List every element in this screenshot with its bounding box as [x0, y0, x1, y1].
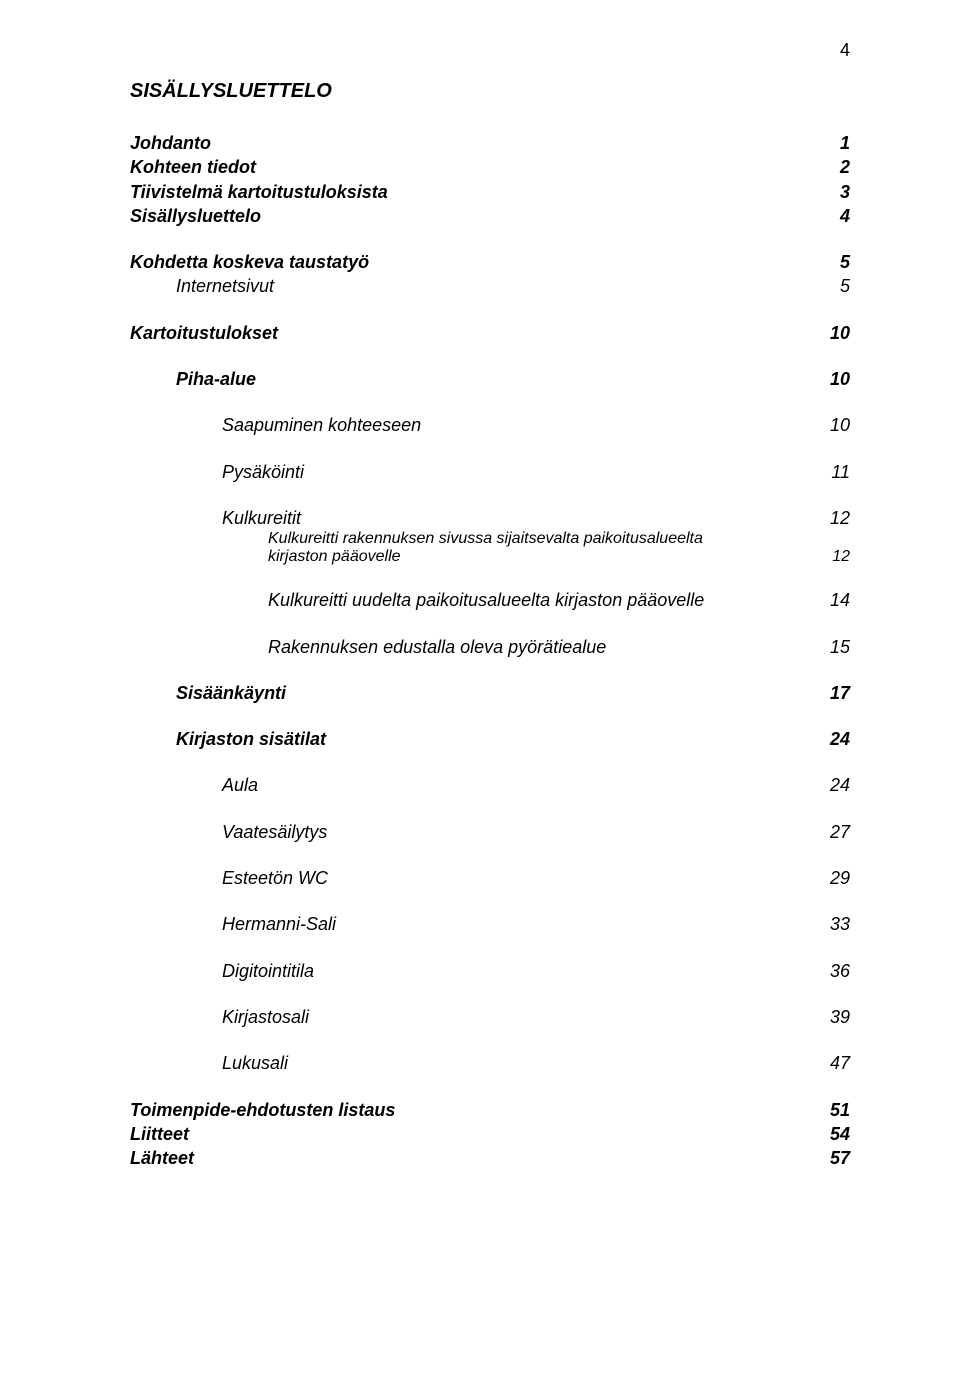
toc-page: 51: [820, 1098, 850, 1122]
toc-page: 10: [820, 321, 850, 345]
toc-label: Kohdetta koskeva taustatyö: [130, 250, 820, 274]
toc-entry-esteeton-wc: Esteetön WC 29: [222, 866, 850, 890]
toc-page: 5: [820, 274, 850, 298]
toc-entry-kulkureitit: Kulkureitit 12: [222, 506, 850, 530]
toc-label: Sisällysluettelo: [130, 204, 820, 228]
toc-entry-tiivistelma: Tiivistelmä kartoitustuloksista 3: [130, 180, 850, 204]
toc-entry-hermanni-sali: Hermanni-Sali 33: [222, 912, 850, 936]
toc-page: 15: [820, 635, 850, 659]
toc-entry-piha-alue: Piha-alue 10: [176, 367, 850, 391]
toc-page: 14: [820, 588, 850, 612]
toc-label: Rakennuksen edustalla oleva pyörätiealue: [268, 635, 820, 659]
toc-page: 5: [820, 250, 850, 274]
toc-entry-digitointitila: Digitointitila 36: [222, 959, 850, 983]
toc-page: 36: [820, 959, 850, 983]
toc-label: Esteetön WC: [222, 866, 820, 890]
toc-page: 39: [820, 1005, 850, 1029]
toc-entry-kartoitustulokset: Kartoitustulokset 10: [130, 321, 850, 345]
toc-label: Toimenpide-ehdotusten listaus: [130, 1098, 820, 1122]
document-page: 4 SISÄLLYSLUETTELO Johdanto 1 Kohteen ti…: [0, 0, 960, 1379]
toc-label: Lukusali: [222, 1051, 820, 1075]
toc-page: 1: [820, 131, 850, 155]
toc-entry-kulkureitti-rakennuksen: Kulkureitti rakennuksen sivussa sijaitse…: [268, 530, 850, 566]
toc-page: 10: [820, 367, 850, 391]
toc-entry-rakennuksen-edustalla: Rakennuksen edustalla oleva pyörätiealue…: [268, 635, 850, 659]
toc-label: Digitointitila: [222, 959, 820, 983]
toc-label: Kulkureitti uudelta paikoitusalueelta ki…: [268, 588, 820, 612]
toc-entry-kirjastosali: Kirjastosali 39: [222, 1005, 850, 1029]
toc-title: SISÄLLYSLUETTELO: [130, 80, 850, 103]
toc-label: Kartoitustulokset: [130, 321, 820, 345]
toc-label: Internetsivut: [176, 274, 820, 298]
toc-label: Kirjastosali: [222, 1005, 820, 1029]
toc-entry-sisaankaynti: Sisäänkäynti 17: [176, 681, 850, 705]
toc-entry-pysakointi: Pysäköinti 11: [222, 460, 850, 484]
toc-page: 47: [820, 1051, 850, 1075]
page-number: 4: [840, 40, 850, 61]
toc-page: 2: [820, 155, 850, 179]
toc-page: 4: [820, 204, 850, 228]
toc-label: Kulkureitit: [222, 506, 820, 530]
toc-label: Tiivistelmä kartoitustuloksista: [130, 180, 820, 204]
toc-entry-liitteet: Liitteet 54: [130, 1122, 850, 1146]
toc-page: 27: [820, 820, 850, 844]
toc-page: 10: [820, 413, 850, 437]
toc-label: Kulkureitti rakennuksen sivussa sijaitse…: [268, 530, 717, 547]
toc-label: Aula: [222, 773, 820, 797]
toc-page: 33: [820, 912, 850, 936]
toc-label: Piha-alue: [176, 367, 820, 391]
toc-entry-lukusali: Lukusali 47: [222, 1051, 850, 1075]
toc-label: Liitteet: [130, 1122, 820, 1146]
toc-entry-lahteet: Lähteet 57: [130, 1146, 850, 1170]
toc-label: Saapuminen kohteeseen: [222, 413, 820, 437]
toc-page: 57: [820, 1146, 850, 1170]
toc-label: Johdanto: [130, 131, 820, 155]
toc-page: 24: [820, 727, 850, 751]
toc-label: Vaatesäilytys: [222, 820, 820, 844]
toc-page: 11: [820, 460, 850, 484]
toc-entry-johdanto: Johdanto 1: [130, 131, 850, 155]
toc-entry-kohdetta-koskeva: Kohdetta koskeva taustatyö 5: [130, 250, 850, 274]
toc-label: Kirjaston sisätilat: [176, 727, 820, 751]
toc-entry-toimenpide: Toimenpide-ehdotusten listaus 51: [130, 1098, 850, 1122]
toc-entry-kohteen-tiedot: Kohteen tiedot 2: [130, 155, 850, 179]
toc-label: Sisäänkäynti: [176, 681, 820, 705]
toc-page: 17: [820, 681, 850, 705]
toc-entry-vaatesailytys: Vaatesäilytys 27: [222, 820, 850, 844]
toc-entry-sisallysluettelo: Sisällysluettelo 4: [130, 204, 850, 228]
toc-entry-internetsivut: Internetsivut 5: [176, 274, 850, 298]
toc-entry-kulkureitti-uudelta: Kulkureitti uudelta paikoitusalueelta ki…: [268, 588, 850, 612]
toc-entry-kirjaston-sisatilat: Kirjaston sisätilat 24: [176, 727, 850, 751]
toc-page: 3: [820, 180, 850, 204]
toc-page: 12: [820, 506, 850, 530]
toc-label: Pysäköinti: [222, 460, 820, 484]
toc-page: 29: [820, 866, 850, 890]
toc-entry-aula: Aula 24: [222, 773, 850, 797]
toc-page: 24: [820, 773, 850, 797]
toc-label: Lähteet: [130, 1146, 820, 1170]
toc-label: Hermanni-Sali: [222, 912, 820, 936]
toc-label: kirjaston pääovelle: [268, 548, 820, 566]
toc-page: 54: [820, 1122, 850, 1146]
toc-entry-saapuminen: Saapuminen kohteeseen 10: [222, 413, 850, 437]
toc-page: 12: [820, 548, 850, 566]
toc-label: Kohteen tiedot: [130, 155, 820, 179]
